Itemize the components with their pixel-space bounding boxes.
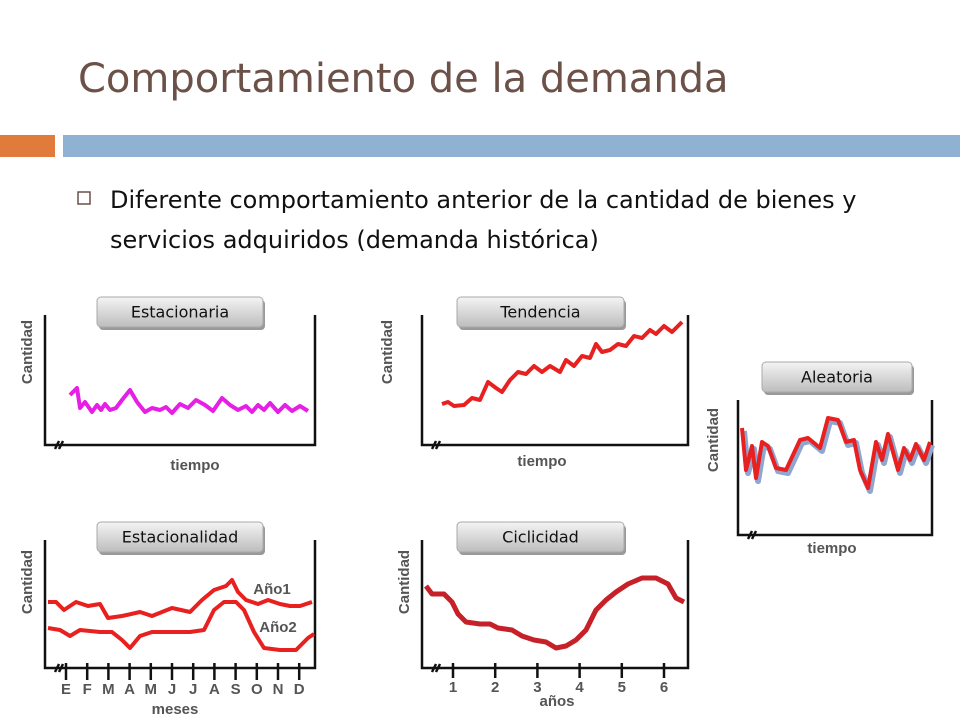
x-axis-label: tiempo: [170, 457, 219, 474]
axis-break: [430, 663, 442, 673]
month-label: N: [273, 681, 284, 698]
label-box: [456, 296, 625, 328]
label-text: Ciclicidad: [502, 528, 579, 547]
y-axis-label: Cantidad: [19, 320, 36, 384]
series-label: Año1: [253, 581, 291, 598]
label-text: Tendencia: [499, 303, 580, 322]
axes: [420, 540, 690, 670]
label-text: Estacionalidad: [122, 528, 239, 547]
panels: Estacionaria Cantidad tiempo Tendencia Canti…: [19, 296, 934, 718]
panel-label: Aleatoria: [761, 361, 914, 395]
series-label: Año2: [259, 619, 297, 636]
axes: [43, 540, 317, 670]
month-label: O: [251, 681, 263, 698]
year-label: 1: [449, 679, 457, 696]
y-axis-label: Cantidad: [19, 550, 36, 614]
label-text: Estacionaria: [131, 303, 229, 322]
month-label: D: [294, 681, 305, 698]
x-axis-label: meses: [152, 701, 199, 718]
axis-break: [53, 440, 65, 450]
month-label: E: [61, 681, 71, 698]
year1-line: [48, 578, 313, 620]
stationary-line: [68, 386, 310, 415]
month-label: J: [189, 681, 197, 698]
month-label: S: [231, 681, 241, 698]
bullet-text: Diferente comportamiento anterior de la …: [110, 186, 857, 254]
month-label: A: [209, 681, 220, 698]
x-axis-label: tiempo: [517, 453, 566, 470]
bullet-marker: [77, 191, 91, 205]
title: Comportamiento de la demanda: [78, 56, 729, 102]
month-label: J: [168, 681, 176, 698]
year-label: 2: [491, 679, 499, 696]
year-label: 6: [660, 679, 668, 696]
label-box: [96, 296, 264, 328]
panel-label: Ciclicidad: [456, 521, 626, 555]
panel-label: Estacionalidad: [96, 521, 265, 555]
month-label: M: [145, 681, 158, 698]
year-label: 3: [533, 679, 541, 696]
year2-line: [47, 600, 316, 652]
axes: [736, 400, 934, 537]
accent-bar: [0, 135, 55, 157]
axes: [43, 315, 317, 447]
axis-break: [53, 663, 65, 673]
label-box: [456, 521, 625, 553]
y-axis-label: Cantidad: [705, 408, 722, 472]
y-axis-label: Cantidad: [396, 550, 413, 614]
random-line: [740, 416, 932, 490]
panel-label: Estacionaria: [96, 296, 265, 330]
year-label: 5: [618, 679, 626, 696]
panel-label: Tendencia: [456, 296, 626, 330]
axes: [420, 315, 690, 447]
month-label: F: [83, 681, 92, 698]
x-axis-label: tiempo: [807, 540, 856, 557]
label-box: [761, 361, 913, 393]
year-label: 4: [575, 679, 584, 696]
header-bar: [63, 135, 960, 157]
y-axis-label: Cantidad: [379, 320, 396, 384]
cycle-line: [424, 575, 686, 651]
month-label: M: [102, 681, 115, 698]
month-label: A: [124, 681, 135, 698]
axis-break: [430, 440, 442, 450]
axis-break: [746, 530, 758, 540]
label-text: Aleatoria: [801, 368, 873, 387]
trend-line: [441, 320, 684, 408]
label-box: [96, 521, 264, 553]
x-axis-label: años: [539, 693, 574, 710]
